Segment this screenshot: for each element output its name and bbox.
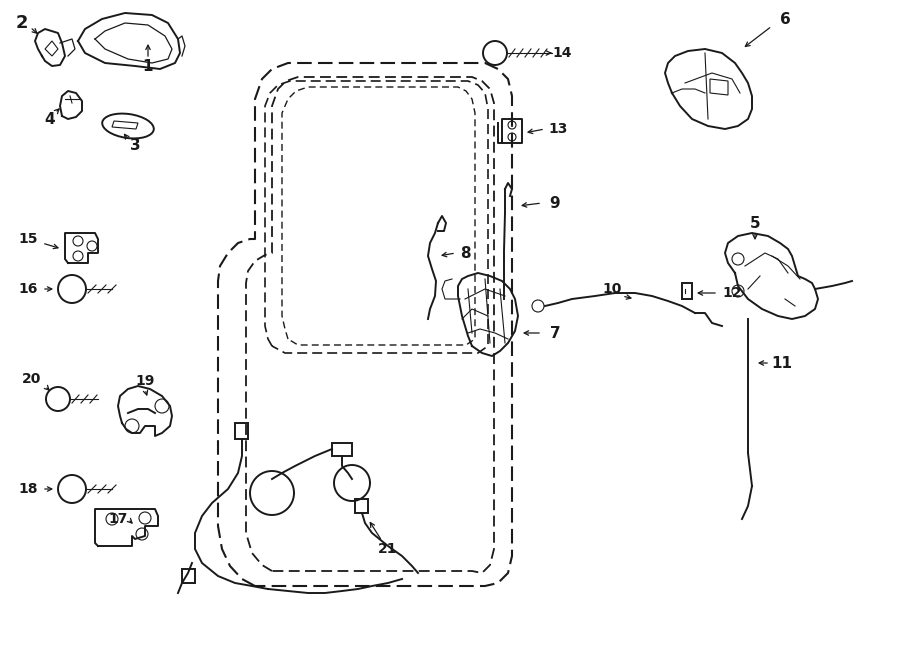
- Text: 6: 6: [779, 11, 790, 26]
- Text: 10: 10: [602, 282, 622, 296]
- Text: 19: 19: [135, 374, 155, 388]
- Text: 9: 9: [550, 196, 561, 210]
- Text: 20: 20: [22, 372, 41, 386]
- Text: 1: 1: [143, 59, 153, 73]
- Text: 13: 13: [548, 122, 568, 136]
- Circle shape: [532, 300, 544, 312]
- Text: 16: 16: [18, 282, 38, 296]
- Text: 14: 14: [553, 46, 572, 60]
- Text: 12: 12: [722, 286, 742, 300]
- Text: 17: 17: [108, 512, 128, 526]
- Text: 15: 15: [18, 232, 38, 246]
- Text: 4: 4: [45, 112, 55, 126]
- Text: 18: 18: [18, 482, 38, 496]
- Text: 21: 21: [378, 542, 398, 556]
- Text: 8: 8: [460, 245, 471, 260]
- Text: 3: 3: [130, 139, 140, 153]
- Text: 7: 7: [550, 325, 561, 340]
- Text: 11: 11: [771, 356, 793, 371]
- Text: 2: 2: [16, 14, 28, 32]
- Text: 5: 5: [750, 215, 760, 231]
